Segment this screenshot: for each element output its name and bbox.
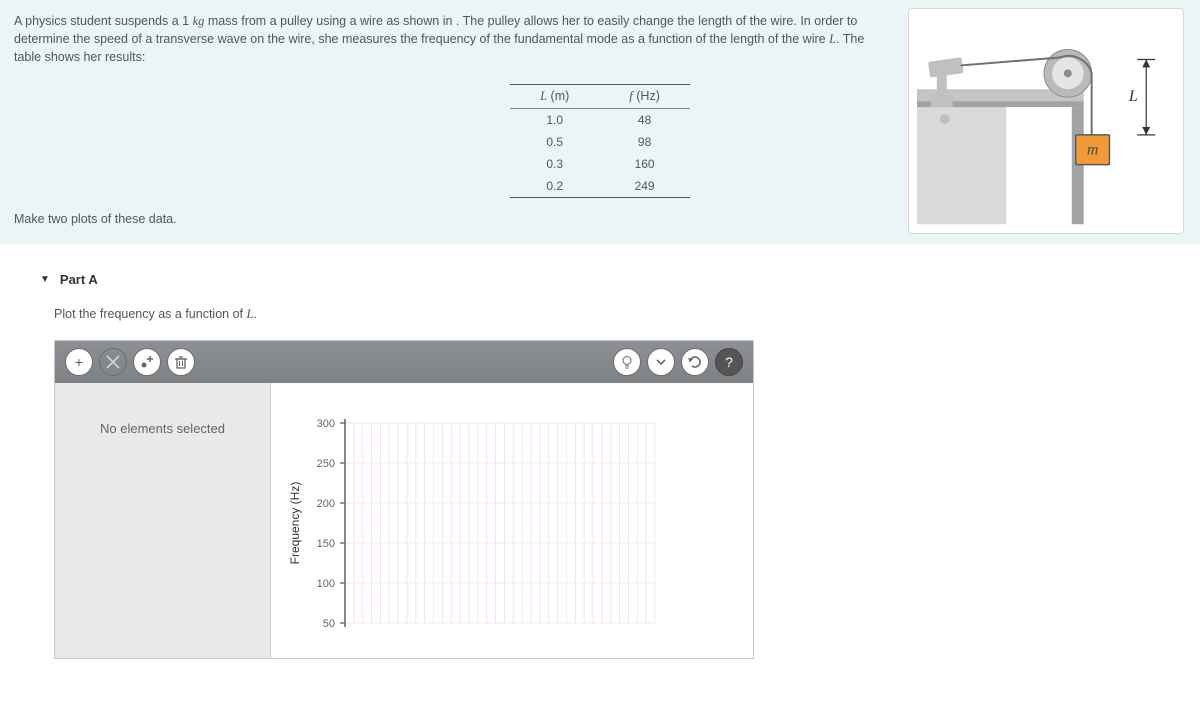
hint-button[interactable] bbox=[613, 348, 641, 376]
help-icon: ? bbox=[725, 354, 733, 370]
plus-icon: + bbox=[75, 354, 83, 370]
chevron-down-icon bbox=[655, 356, 667, 368]
graph-panel: + bbox=[54, 340, 754, 659]
reset-icon bbox=[687, 354, 703, 370]
part-title: Part A bbox=[60, 272, 98, 287]
part-a-section: ▼ Part A Plot the frequency as a functio… bbox=[0, 244, 1200, 659]
help-button[interactable]: ? bbox=[715, 348, 743, 376]
table-row: 0.2249 bbox=[510, 175, 690, 198]
add-point-button[interactable]: + bbox=[65, 348, 93, 376]
trash-icon bbox=[174, 355, 188, 369]
svg-text:150: 150 bbox=[317, 538, 335, 550]
chart-area[interactable]: 300 250 200 150 100 50 Frequency (Hz) bbox=[271, 383, 753, 658]
col-L-header: L (m) bbox=[510, 85, 599, 109]
cell-f: 160 bbox=[599, 153, 690, 175]
unit-kg: kg bbox=[193, 14, 205, 28]
pulley-figure: m L bbox=[917, 17, 1175, 225]
collapse-triangle-icon: ▼ bbox=[40, 274, 50, 285]
svg-text:50: 50 bbox=[323, 618, 335, 630]
crosshair-off-icon bbox=[105, 354, 121, 370]
table-row: 1.048 bbox=[510, 109, 690, 132]
cell-f: 48 bbox=[599, 109, 690, 132]
part-instruction: Plot the frequency as a function of L. bbox=[54, 307, 1160, 322]
mass-label: m bbox=[1087, 142, 1098, 159]
svg-text:250: 250 bbox=[317, 458, 335, 470]
figure-box: m L bbox=[908, 8, 1184, 234]
cell-L: 0.5 bbox=[510, 131, 599, 153]
part-a-toggle[interactable]: ▼ Part A bbox=[40, 272, 1160, 287]
table-row: 0.598 bbox=[510, 131, 690, 153]
lightbulb-icon bbox=[620, 355, 634, 369]
reset-button[interactable] bbox=[681, 348, 709, 376]
problem-text: A physics student suspends a 1 kg mass f… bbox=[14, 12, 884, 66]
svg-text:100: 100 bbox=[317, 578, 335, 590]
graph-toolbar: + bbox=[55, 341, 753, 383]
selection-panel: No elements selected bbox=[55, 383, 271, 658]
cell-L: 0.3 bbox=[510, 153, 599, 175]
no-selection-text: No elements selected bbox=[100, 421, 225, 436]
add-point-tool-button[interactable] bbox=[133, 348, 161, 376]
length-label: L bbox=[1128, 88, 1138, 105]
data-table: L (m) f (Hz) 1.0480.5980.31600.2249 bbox=[510, 84, 690, 198]
svg-text:200: 200 bbox=[317, 498, 335, 510]
svg-text:Frequency (Hz): Frequency (Hz) bbox=[288, 482, 302, 565]
cell-L: 0.2 bbox=[510, 175, 599, 198]
table-row: 0.3160 bbox=[510, 153, 690, 175]
point-plus-icon bbox=[139, 354, 155, 370]
text-prefix: A physics student suspends a 1 bbox=[14, 14, 193, 28]
plot-canvas[interactable]: 300 250 200 150 100 50 Frequency (Hz) bbox=[281, 393, 741, 658]
col-f-header: f (Hz) bbox=[599, 85, 690, 109]
cell-L: 1.0 bbox=[510, 109, 599, 132]
table-header-row: L (m) f (Hz) bbox=[510, 85, 690, 109]
cell-f: 249 bbox=[599, 175, 690, 198]
problem-statement: A physics student suspends a 1 kg mass f… bbox=[0, 0, 1200, 244]
no-tool-button[interactable] bbox=[99, 348, 127, 376]
dropdown-button[interactable] bbox=[647, 348, 675, 376]
cell-f: 98 bbox=[599, 131, 690, 153]
var-L: L bbox=[829, 32, 836, 46]
svg-text:300: 300 bbox=[317, 418, 335, 430]
delete-button[interactable] bbox=[167, 348, 195, 376]
